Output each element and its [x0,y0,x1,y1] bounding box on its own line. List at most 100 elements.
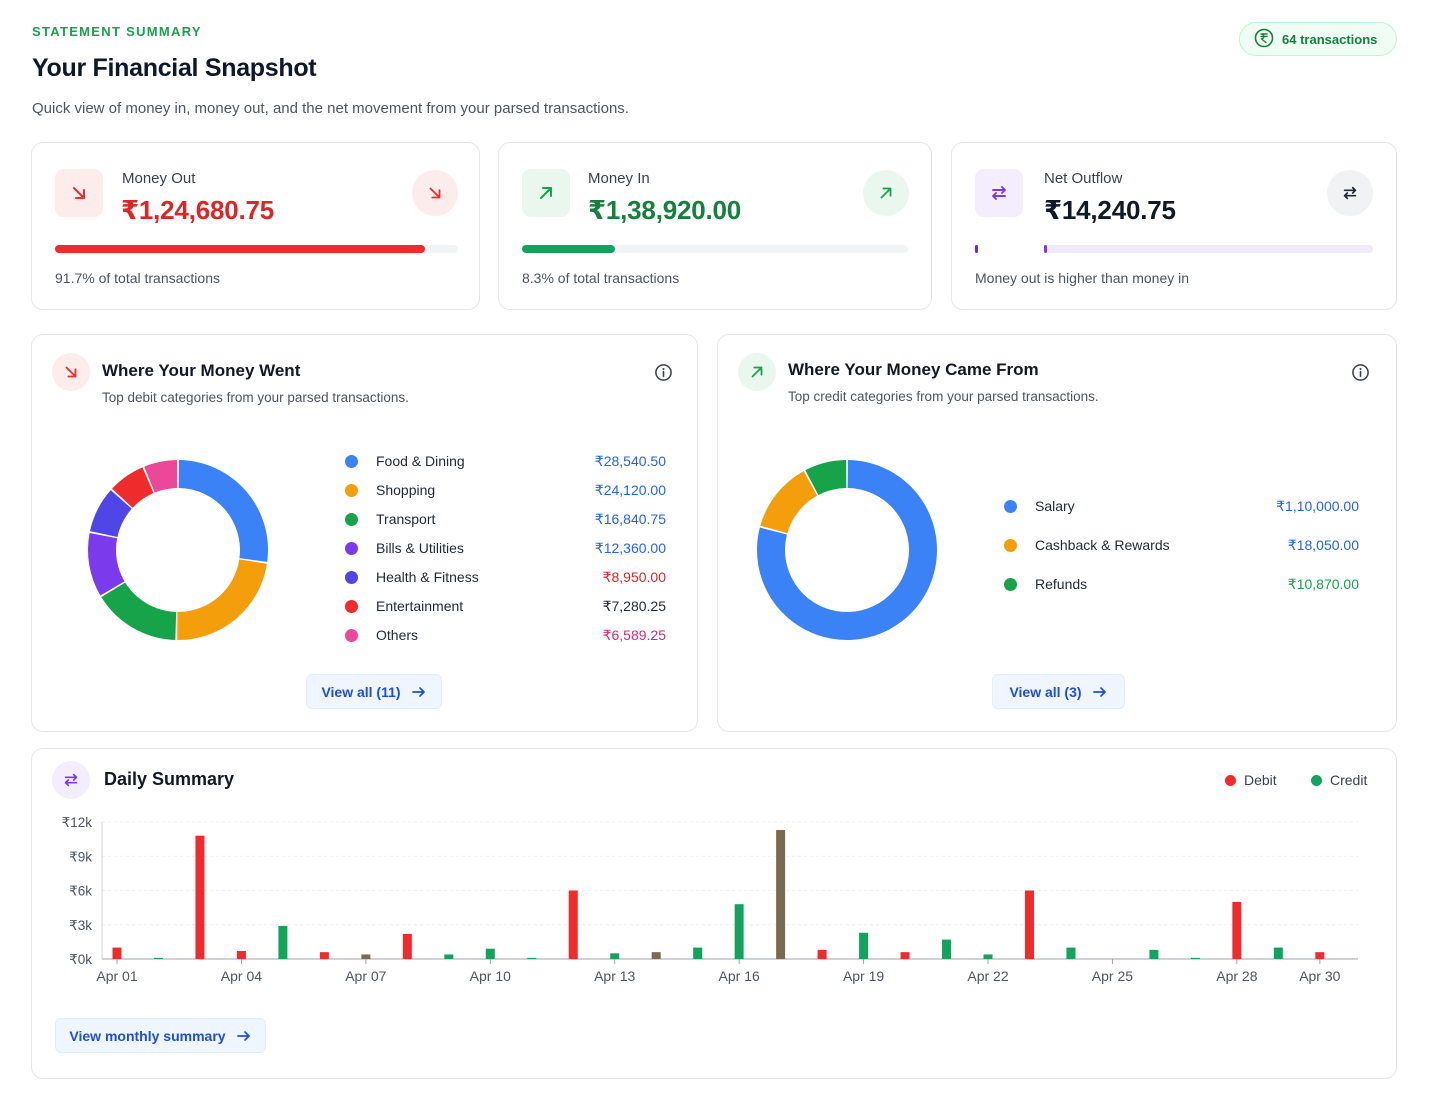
legend-amount: ₹6,589.25 [602,626,666,643]
bar-apr-14 [651,952,661,959]
net-outflow-note: Money out is higher than money in [975,270,1190,286]
info-icon[interactable] [1350,362,1370,382]
bar-apr-05 [278,925,288,959]
money-in-label: Money In [588,170,650,187]
bar-apr-17 [776,829,786,959]
debit-legend-key: Debit [1225,772,1277,788]
donut-slice-shopping [177,559,267,640]
bar-apr-11 [527,957,537,959]
net-outflow-marker [975,245,978,253]
debit-legend-label: Debit [1244,772,1277,788]
bar-apr-12 [568,890,578,959]
debit-donut-chart [88,460,268,640]
legend-category: Food & Dining [376,453,465,469]
donut-slice-food-dining [178,460,268,562]
bar-apr-26 [1149,949,1159,959]
legend-category: Cashback & Rewards [1035,537,1170,553]
x-tick-label: Apr 01 [96,968,137,984]
arrow-down-right-icon [412,170,458,216]
bar-apr-04 [236,951,246,959]
x-tick-label: Apr 10 [470,968,511,984]
credit-legend-label: Credit [1330,772,1368,788]
arrow-right-icon [1092,686,1106,697]
net-outflow-progress-fill [1044,245,1048,253]
legend-dot [345,628,358,642]
legend-item: Shopping ₹24,120.00 [345,480,666,500]
legend-amount: ₹24,120.00 [594,481,666,498]
legend-amount: ₹8,950.00 [602,568,666,585]
debit-legend-dot [1225,774,1236,786]
y-tick-label: ₹0k [69,952,92,967]
arrow-down-right-icon [52,353,90,391]
y-tick-label: ₹3k [69,918,92,933]
x-tick-label: Apr 16 [719,968,760,984]
bar-apr-20 [900,952,910,959]
bar-apr-22 [983,954,993,959]
legend-category: Others [376,627,419,643]
view-all-debit-label: View all (11) [321,683,401,700]
legend-dot [1004,538,1017,552]
legend-amount: ₹1,10,000.00 [1276,497,1359,514]
credit-legend-dot [1311,774,1322,786]
view-all-credit-button[interactable]: View all (3) [992,674,1125,709]
donut-slice-bills-utilities [88,532,125,596]
legend-category: Salary [1035,498,1075,514]
arrow-up-right-icon [738,353,776,391]
legend-item: Entertainment ₹7,280.25 [345,596,666,616]
credit-categories-panel: Where Your Money Came From Top credit ca… [717,334,1397,732]
bar-apr-21 [942,939,952,959]
bar-apr-10 [485,948,495,959]
bar-apr-06 [319,952,329,959]
x-tick-label: Apr 30 [1299,968,1340,984]
transactions-badge-label: 64 transactions [1282,31,1378,47]
bar-apr-27 [1190,957,1200,959]
net-outflow-card: Net Outflow ₹14,240.75 Money out is high… [951,142,1397,310]
x-tick-label: Apr 25 [1092,968,1133,984]
y-tick-label: ₹12k [62,815,93,830]
legend-item: Food & Dining ₹28,540.50 [345,451,666,471]
legend-dot [1004,499,1017,513]
credit-panel-description: Top credit categories from your parsed t… [788,389,1099,404]
donut-slice-health-fitness [90,490,132,537]
y-tick-label: ₹9k [69,849,92,864]
section-eyebrow: STATEMENT SUMMARY [32,24,202,39]
view-monthly-summary-label: View monthly summary [69,1027,226,1044]
money-out-progress-fill [55,245,425,253]
x-tick-label: Apr 07 [345,968,386,984]
legend-amount: ₹18,050.00 [1287,536,1359,553]
money-in-note: 8.3% of total transactions [522,270,680,286]
transactions-badge: 64 transactions [1239,22,1397,56]
legend-category: Bills & Utilities [376,540,464,556]
debit-panel-title: Where Your Money Went [102,361,301,380]
bar-apr-08 [402,933,412,959]
x-tick-label: Apr 04 [221,968,262,984]
money-in-progress-fill [522,245,615,253]
bar-apr-28 [1232,901,1242,959]
bar-apr-09 [444,954,454,959]
legend-dot [345,512,358,526]
legend-item: Transport ₹16,840.75 [345,509,666,529]
view-all-debit-button[interactable]: View all (11) [306,674,442,709]
info-icon[interactable] [653,362,673,382]
legend-item: Health & Fitness ₹8,950.00 [345,567,666,587]
legend-category: Entertainment [376,598,464,614]
donut-slice-salary [757,460,937,640]
legend-amount: ₹10,870.00 [1287,575,1359,592]
swap-arrows-icon [52,761,90,799]
donut-slice-entertainment [112,467,154,508]
donut-slice-cashback-rewards [760,471,818,534]
legend-category: Transport [376,511,436,527]
swap-arrows-icon [1327,170,1373,216]
money-in-amount: ₹1,38,920.00 [588,195,742,225]
view-monthly-summary-button[interactable]: View monthly summary [55,1018,266,1053]
arrow-down-right-icon [55,169,103,217]
money-out-label: Money Out [122,170,196,187]
legend-category: Shopping [376,482,436,498]
legend-item: Refunds ₹10,870.00 [1004,574,1359,594]
money-out-amount: ₹1,24,680.75 [121,195,275,225]
legend-dot [345,454,358,468]
arrow-right-icon [236,1030,250,1041]
legend-item: Cashback & Rewards ₹18,050.00 [1004,535,1359,555]
page-subtitle: Quick view of money in, money out, and t… [32,100,629,117]
bar-apr-24 [1066,947,1076,959]
